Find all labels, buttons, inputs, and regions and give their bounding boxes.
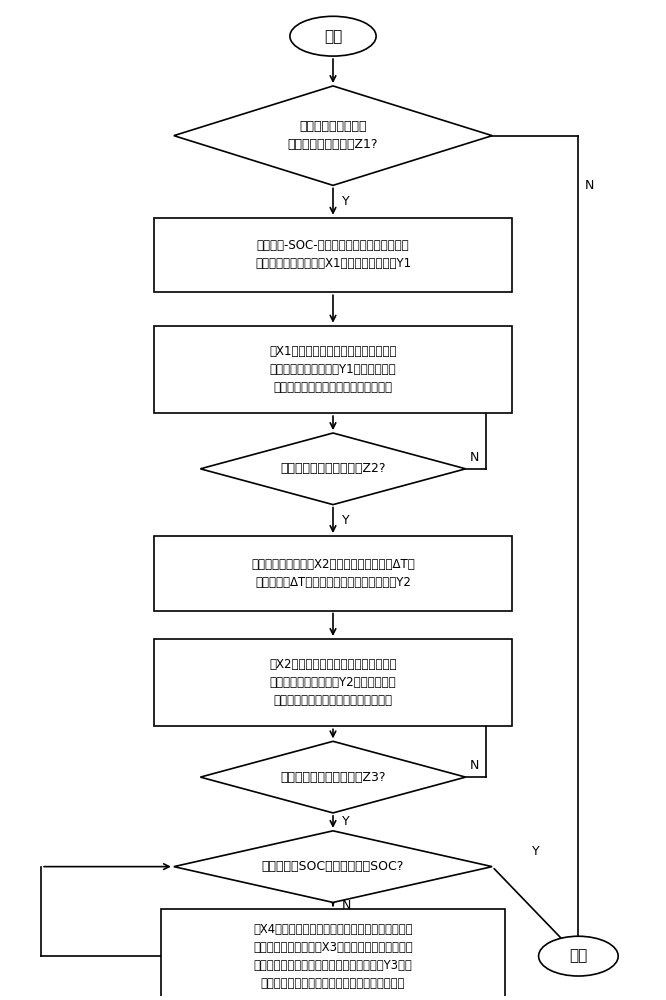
Ellipse shape [290, 16, 376, 56]
Text: N: N [342, 899, 351, 912]
Text: 电池系统的最高温度大于Z3?: 电池系统的最高温度大于Z3? [280, 771, 386, 784]
Text: 开始: 开始 [324, 29, 342, 44]
Text: 充电起始时刻的电池
系统的最低温度小于Z1?: 充电起始时刻的电池 系统的最低温度小于Z1? [288, 120, 378, 151]
Text: N: N [470, 759, 479, 772]
FancyBboxPatch shape [161, 909, 505, 1000]
Text: 结束: 结束 [569, 949, 587, 964]
Text: 当前时刻的SOC达到充电目标SOC?: 当前时刻的SOC达到充电目标SOC? [262, 860, 404, 873]
Polygon shape [200, 741, 466, 813]
Polygon shape [174, 86, 492, 185]
FancyBboxPatch shape [154, 326, 512, 413]
Text: 将X4作为发送给整车热管理系统的冷却液进口温度
范围的下限请求值，将X3作为发送给整车热管理系
统的冷却液进口温度范围的上限请求值，将Y3作为
发送给整车热管理: 将X4作为发送给整车热管理系统的冷却液进口温度 范围的下限请求值，将X3作为发送… [253, 923, 413, 990]
Text: 查询温度-SOC-冷却液进口温度流量表，确定
对应的冷却液进口温度X1和冷却液进口流量Y1: 查询温度-SOC-冷却液进口温度流量表，确定 对应的冷却液进口温度X1和冷却液进… [255, 239, 411, 270]
Ellipse shape [539, 936, 618, 976]
FancyBboxPatch shape [154, 639, 512, 726]
Text: 电池系统的最低温度大于Z2?: 电池系统的最低温度大于Z2? [280, 462, 386, 475]
FancyBboxPatch shape [154, 218, 512, 292]
Text: 计算冷却液进口温度X2，计算电池系统温差ΔT，
并确定随着ΔT增加而增加的冷却液进口流量Y2: 计算冷却液进口温度X2，计算电池系统温差ΔT， 并确定随着ΔT增加而增加的冷却液… [251, 558, 415, 589]
Text: 将X1作为发送给整车热管理系统的冷却
液进口温度请求值，将Y1作为发送给整
车热管理系统的冷却液进口流量请求值: 将X1作为发送给整车热管理系统的冷却 液进口温度请求值，将Y1作为发送给整 车热… [269, 345, 397, 394]
Text: Y: Y [342, 195, 350, 208]
Text: 将X2作为发送给整车热管理系统的冷却
液进口温度请求值，将Y2作为发送给整
车热管理系统的冷却液进口流量请求值: 将X2作为发送给整车热管理系统的冷却 液进口温度请求值，将Y2作为发送给整 车热… [269, 658, 397, 707]
Polygon shape [200, 433, 466, 505]
Text: Y: Y [342, 815, 350, 828]
Text: N: N [470, 451, 479, 464]
FancyBboxPatch shape [154, 536, 512, 611]
Polygon shape [174, 831, 492, 902]
Text: Y: Y [342, 514, 350, 527]
Text: N: N [585, 179, 594, 192]
Text: Y: Y [531, 845, 539, 858]
